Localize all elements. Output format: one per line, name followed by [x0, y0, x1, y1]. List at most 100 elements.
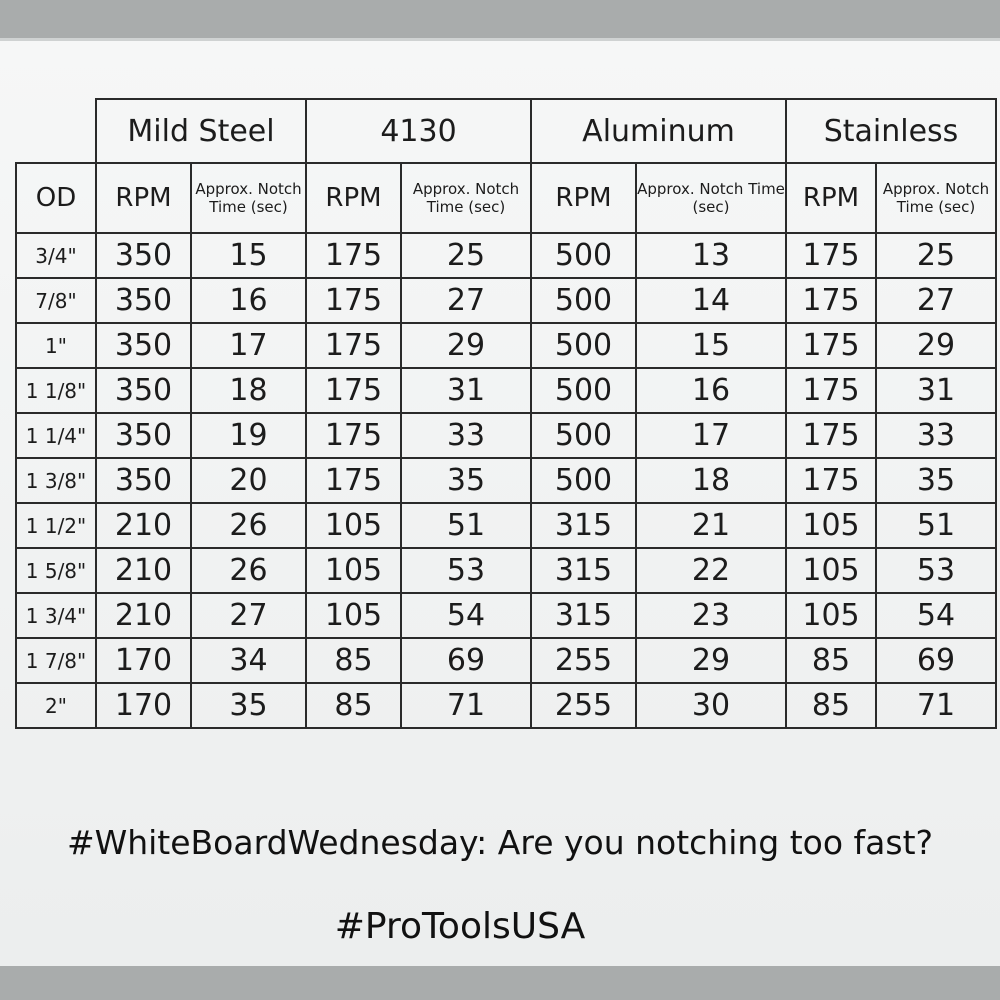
value-cell: 22	[635, 547, 788, 594]
value-cell: 175	[785, 457, 878, 504]
value-cell: 105	[785, 547, 878, 594]
value-cell: 29	[635, 637, 788, 684]
value-cell: 53	[875, 547, 998, 594]
value-cell: 35	[190, 682, 307, 729]
column-header: RPM	[95, 162, 192, 234]
value-cell: 350	[95, 277, 192, 324]
value-cell: 15	[635, 322, 788, 369]
value-cell: 13	[635, 232, 788, 279]
value-cell: 54	[399, 592, 533, 639]
group-header: 4130	[304, 98, 533, 164]
value-cell: 14	[635, 277, 788, 324]
column-header: Approx. Notch Time (sec)	[875, 162, 998, 234]
od-cell: 1 1/2"	[15, 502, 97, 549]
value-cell: 315	[530, 502, 638, 549]
hashtag-question: #WhiteBoardWednesday: Are you notching t…	[66, 823, 934, 862]
value-cell: 175	[305, 457, 402, 504]
data-row: 1 5/8" 210 26 105 53 315 22 105 53	[15, 547, 998, 594]
value-cell: 25	[875, 232, 998, 279]
value-cell: 26	[190, 547, 307, 594]
value-cell: 16	[190, 277, 307, 324]
value-cell: 350	[95, 412, 192, 459]
column-header: RPM	[785, 162, 878, 234]
value-cell: 210	[95, 592, 192, 639]
value-cell: 175	[785, 232, 878, 279]
group-header-row: Mild Steel 4130 Aluminum Stainless	[16, 98, 998, 164]
value-cell: 210	[95, 502, 192, 549]
notch-table: Mild Steel 4130 Aluminum Stainless OD RPM Appr…	[15, 98, 998, 729]
value-cell: 35	[875, 457, 998, 504]
value-cell: 500	[530, 232, 638, 279]
data-row: 1 1/2" 210 26 105 51 315 21 105 51	[15, 502, 998, 549]
hashtag-brand: #ProToolsUSA	[334, 906, 586, 947]
value-cell: 27	[190, 592, 307, 639]
value-cell: 18	[190, 367, 307, 414]
value-cell: 34	[190, 637, 307, 684]
value-cell: 175	[305, 277, 402, 324]
od-cell: 1 3/4"	[15, 592, 97, 639]
value-cell: 175	[785, 412, 878, 459]
value-cell: 175	[785, 322, 878, 369]
value-cell: 170	[95, 682, 192, 729]
value-cell: 500	[530, 412, 638, 459]
value-cell: 18	[635, 457, 788, 504]
column-header: Approx. Notch Time (sec)	[190, 162, 307, 234]
value-cell: 175	[305, 322, 402, 369]
group-header: Aluminum	[530, 98, 788, 164]
column-header-row: OD RPM Approx. Notch Time (sec) RPM Approx. …	[15, 162, 998, 234]
value-cell: 33	[399, 412, 533, 459]
value-cell: 175	[305, 232, 402, 279]
value-cell: 170	[95, 637, 192, 684]
value-cell: 350	[95, 232, 192, 279]
value-cell: 85	[785, 682, 878, 729]
value-cell: 15	[190, 232, 307, 279]
column-header: Approx. Notch Time (sec)	[635, 162, 788, 234]
value-cell: 25	[399, 232, 533, 279]
od-cell: 1"	[15, 322, 97, 369]
data-row: 2" 170 35 85 71 255 30 85 71	[15, 682, 998, 729]
value-cell: 30	[635, 682, 788, 729]
value-cell: 51	[399, 502, 533, 549]
value-cell: 23	[635, 592, 788, 639]
value-cell: 175	[305, 367, 402, 414]
value-cell: 105	[785, 592, 878, 639]
value-cell: 175	[785, 367, 878, 414]
value-cell: 500	[530, 322, 638, 369]
od-cell: 2"	[15, 682, 97, 729]
value-cell: 26	[190, 502, 307, 549]
value-cell: 85	[305, 637, 402, 684]
value-cell: 27	[875, 277, 998, 324]
value-cell: 20	[190, 457, 307, 504]
value-cell: 17	[190, 322, 307, 369]
data-row: 1" 350 17 175 29 500 15 175 29	[15, 322, 998, 369]
column-header: RPM	[305, 162, 402, 234]
value-cell: 85	[785, 637, 878, 684]
data-row: 1 7/8" 170 34 85 69 255 29 85 69	[15, 637, 998, 684]
data-row: 1 1/4" 350 19 175 33 500 17 175 33	[15, 412, 998, 459]
value-cell: 35	[399, 457, 533, 504]
group-header: Mild Steel	[95, 98, 307, 164]
value-cell: 210	[95, 547, 192, 594]
value-cell: 105	[305, 502, 402, 549]
data-row: 3/4" 350 15 175 25 500 13 175 25	[15, 232, 998, 279]
value-cell: 105	[785, 502, 878, 549]
od-cell: 1 1/8"	[15, 367, 97, 414]
column-header: Approx. Notch Time (sec)	[399, 162, 533, 234]
value-cell: 500	[530, 277, 638, 324]
value-cell: 175	[305, 412, 402, 459]
value-cell: 54	[875, 592, 998, 639]
value-cell: 51	[875, 502, 998, 549]
value-cell: 53	[399, 547, 533, 594]
value-cell: 16	[635, 367, 788, 414]
value-cell: 29	[875, 322, 998, 369]
od-cell: 1 7/8"	[15, 637, 97, 684]
column-header: OD	[15, 162, 97, 234]
data-row: 1 3/4" 210 27 105 54 315 23 105 54	[15, 592, 998, 639]
empty-cell	[16, 99, 96, 163]
value-cell: 31	[399, 367, 533, 414]
value-cell: 350	[95, 367, 192, 414]
od-cell: 1 1/4"	[15, 412, 97, 459]
whiteboard: Mild Steel 4130 Aluminum Stainless OD RPM Appr…	[0, 38, 1000, 966]
value-cell: 315	[530, 547, 638, 594]
value-cell: 105	[305, 592, 402, 639]
